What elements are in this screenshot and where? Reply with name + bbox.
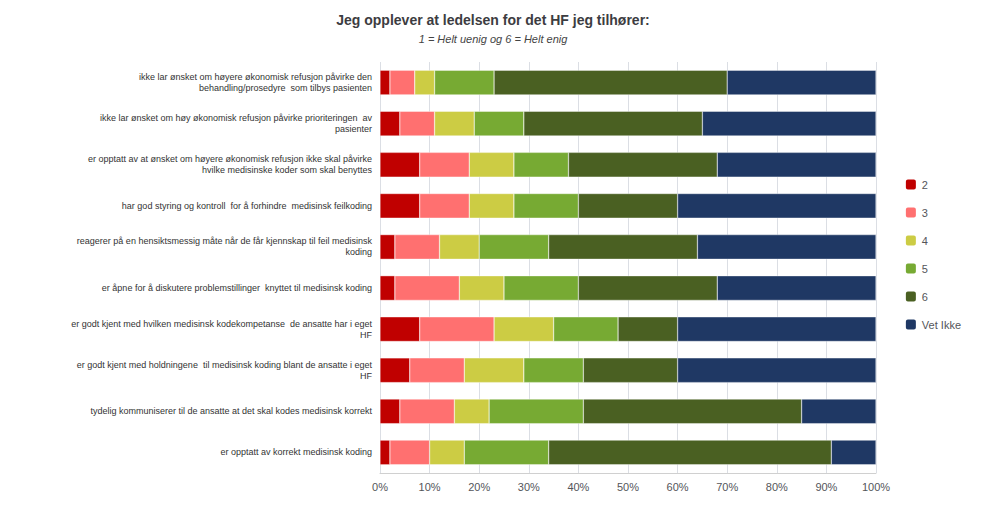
svg-text:10%: 10% <box>419 481 441 493</box>
svg-text:4: 4 <box>922 235 928 247</box>
svg-text:HF: HF <box>360 330 372 340</box>
svg-text:hvilke medisinske koder som sk: hvilke medisinske koder som skal benytte… <box>202 165 373 175</box>
svg-text:20%: 20% <box>468 481 490 493</box>
svg-text:50%: 50% <box>617 481 639 493</box>
svg-text:Vet Ikke: Vet Ikke <box>922 319 961 331</box>
svg-text:30%: 30% <box>518 481 540 493</box>
svg-text:er godt kjent med holdningene: er godt kjent med holdningene til medisi… <box>77 360 373 370</box>
svg-text:ikke lar ønsket om høyere økon: ikke lar ønsket om høyere økonomisk refu… <box>139 72 372 82</box>
svg-text:100%: 100% <box>862 481 890 493</box>
svg-text:HF: HF <box>360 371 372 381</box>
svg-text:1 = Helt uenig og 6 = Helt eni: 1 = Helt uenig og 6 = Helt enig <box>419 33 568 45</box>
svg-text:er godt kjent med hvilken medi: er godt kjent med hvilken medisinsk kode… <box>71 319 372 329</box>
svg-text:80%: 80% <box>766 481 788 493</box>
svg-text:pasienter: pasienter <box>335 124 372 134</box>
svg-text:har god styring og kontroll f: har god styring og kontroll for å forhin… <box>122 201 372 211</box>
svg-text:40%: 40% <box>567 481 589 493</box>
svg-text:reagerer på en hensiktsmessig: reagerer på en hensiktsmessig måte når d… <box>77 236 373 246</box>
svg-text:60%: 60% <box>667 481 689 493</box>
svg-text:5: 5 <box>922 263 928 275</box>
svg-text:koding: koding <box>345 247 372 257</box>
svg-text:behandling/prosedyre som tilb: behandling/prosedyre som tilbys pasiente… <box>199 83 372 93</box>
svg-text:3: 3 <box>922 207 928 219</box>
svg-text:90%: 90% <box>815 481 837 493</box>
svg-text:er åpne for å diskutere proble: er åpne for å diskutere problemstillinge… <box>102 283 372 293</box>
svg-text:0%: 0% <box>372 481 388 493</box>
svg-text:70%: 70% <box>716 481 738 493</box>
svg-text:6: 6 <box>922 291 928 303</box>
svg-text:Jeg opplever at ledelsen for d: Jeg opplever at ledelsen for det HF jeg … <box>336 12 650 28</box>
svg-text:tydelig kommuniserer til de an: tydelig kommuniserer til de ansatte at d… <box>90 406 372 416</box>
svg-text:ikke lar ønsket om høy økonomi: ikke lar ønsket om høy økonomisk refusjo… <box>100 113 373 123</box>
svg-text:2: 2 <box>922 179 928 191</box>
svg-text:er opptatt av korrekt medisins: er opptatt av korrekt medisinsk koding <box>220 447 372 457</box>
svg-text:er opptatt av at ønsket om høy: er opptatt av at ønsket om høyere økonom… <box>88 154 372 164</box>
